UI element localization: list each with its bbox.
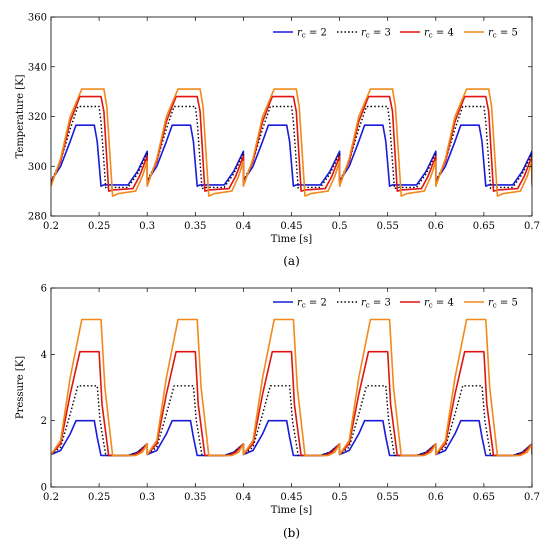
x-tick-label: 0.45 xyxy=(280,492,302,503)
x-tick-label: 0.25 xyxy=(88,221,110,232)
y-tick-label: 6 xyxy=(41,284,47,295)
chart-temperature: 0.2 0.25 0.3 0.35 0.4 0.45 0.5 0.55 0.6 0.65 0.7 28… xyxy=(15,13,540,269)
x-tick-label: 0.3 xyxy=(139,221,155,232)
x-tick-label: 0.35 xyxy=(184,221,206,232)
series-line-rc4 xyxy=(51,95,532,192)
y-tick-label: 300 xyxy=(28,162,47,173)
x-tick-label: 0.65 xyxy=(473,221,495,232)
y-tick-label: 360 xyxy=(28,13,47,24)
legend-entry-rc3: rc = 3 xyxy=(361,28,391,40)
legend-entry-rc2: rc = 2 xyxy=(297,28,327,40)
series-line-rc5 xyxy=(51,318,532,457)
x-tick-label: 0.7 xyxy=(524,221,540,232)
series-line-rc5 xyxy=(51,88,532,197)
x-tick-label: 0.55 xyxy=(377,492,399,503)
x-tick-label: 0.2 xyxy=(43,221,59,232)
panel-label: (a) xyxy=(283,254,300,268)
series-line-rc2 xyxy=(51,124,532,187)
series-line-rc3 xyxy=(51,105,532,190)
x-tick-label: 0.5 xyxy=(332,221,348,232)
x-tick-label: 0.45 xyxy=(280,221,302,232)
y-axis-label: Pressure [K] xyxy=(15,356,26,419)
legend-entry-rc3: rc = 3 xyxy=(361,298,391,310)
y-axis-label: Temperature [K] xyxy=(15,74,26,158)
legend-entry-rc5: rc = 5 xyxy=(488,298,518,310)
x-tick-label: 0.4 xyxy=(235,221,251,232)
y-tick-label: 0 xyxy=(41,483,47,494)
y-tick-label: 4 xyxy=(41,350,47,361)
legend-entry-rc2: rc = 2 xyxy=(297,298,327,310)
panel-label: (b) xyxy=(283,526,300,540)
y-tick-label: 340 xyxy=(28,62,47,73)
y-tick-label: 320 xyxy=(28,112,47,123)
series-line-rc4 xyxy=(51,350,532,457)
y-tick-label: 2 xyxy=(41,416,47,427)
x-tick-label: 0.65 xyxy=(473,492,495,503)
x-tick-label: 0.3 xyxy=(139,492,155,503)
chart-pressure: 0.2 0.25 0.3 0.35 0.4 0.45 0.5 0.55 0.6 0.65 0.7 0 2… xyxy=(15,284,540,541)
x-tick-label: 0.4 xyxy=(235,492,251,503)
x-tick-label: 0.25 xyxy=(88,492,110,503)
x-axis-label: Time [s] xyxy=(271,505,312,516)
x-tick-label: 0.5 xyxy=(332,492,348,503)
x-tick-label: 0.35 xyxy=(184,492,206,503)
x-tick-label: 0.55 xyxy=(377,221,399,232)
x-axis-label: Time [s] xyxy=(271,234,312,245)
x-tick-label: 0.6 xyxy=(428,221,444,232)
series-line-rc2 xyxy=(51,419,532,457)
plot-frame xyxy=(50,287,533,488)
y-tick-label: 280 xyxy=(28,212,47,223)
legend-entry-rc4: rc = 4 xyxy=(424,298,454,310)
x-tick-label: 0.6 xyxy=(428,492,444,503)
x-tick-label: 0.2 xyxy=(43,492,59,503)
x-tick-label: 0.7 xyxy=(524,492,540,503)
legend-entry-rc4: rc = 4 xyxy=(424,28,454,40)
plot-frame xyxy=(50,16,533,217)
legend-entry-rc5: rc = 5 xyxy=(488,28,518,40)
